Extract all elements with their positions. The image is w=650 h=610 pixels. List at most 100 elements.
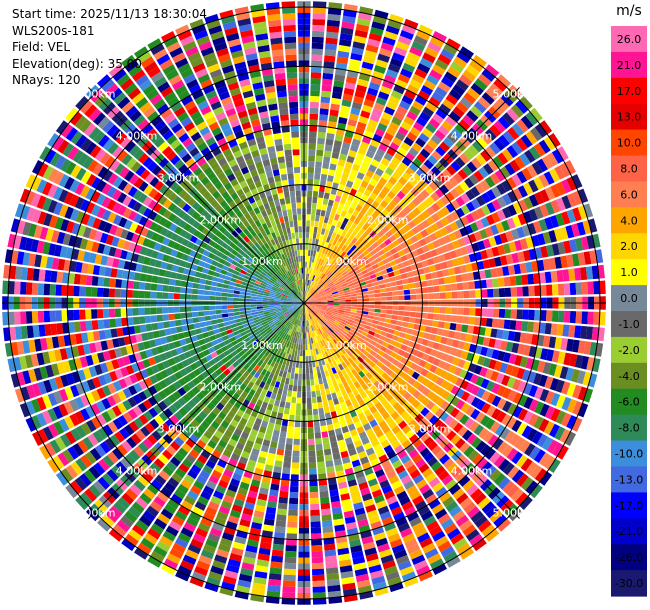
velocity-gate <box>326 309 333 313</box>
velocity-gate <box>319 246 324 253</box>
velocity-gate <box>304 273 307 280</box>
velocity-gate <box>417 90 430 101</box>
velocity-gate <box>539 189 550 203</box>
velocity-gate <box>429 36 445 48</box>
velocity-gate <box>555 181 567 196</box>
velocity-gate <box>502 207 512 219</box>
velocity-gate <box>374 256 382 264</box>
velocity-gate <box>454 349 463 358</box>
velocity-gate <box>321 306 328 309</box>
velocity-gate <box>418 24 433 36</box>
velocity-gate <box>572 384 582 399</box>
velocity-gate <box>338 183 345 192</box>
velocity-gate <box>305 356 309 363</box>
velocity-gate <box>387 271 395 278</box>
velocity-gate <box>198 284 205 290</box>
velocity-gate <box>523 410 534 424</box>
velocity-gate <box>447 66 461 78</box>
velocity-gate <box>310 214 316 221</box>
velocity-gate <box>372 346 380 353</box>
velocity-gate <box>354 240 361 247</box>
velocity-gate <box>519 238 529 250</box>
velocity-gate <box>393 46 408 57</box>
velocity-gate <box>221 288 229 293</box>
velocity-gate <box>331 232 337 239</box>
velocity-gate <box>441 169 452 180</box>
velocity-gate <box>365 372 373 380</box>
velocity-gate <box>351 230 358 237</box>
velocity-gate <box>387 63 401 73</box>
velocity-gate <box>497 350 506 362</box>
velocity-gate <box>366 266 374 273</box>
velocity-gate <box>233 308 240 312</box>
velocity-gate <box>567 398 578 413</box>
velocity-gate <box>383 402 392 411</box>
velocity-gate <box>327 328 333 335</box>
velocity-gate <box>470 186 481 198</box>
velocity-gate <box>283 455 292 463</box>
velocity-gate <box>320 294 327 297</box>
velocity-gate <box>409 105 421 116</box>
velocity-gate <box>304 332 307 339</box>
velocity-gate <box>380 331 388 337</box>
velocity-gate <box>357 78 369 88</box>
velocity-gate <box>284 449 292 457</box>
velocity-gate <box>318 313 324 318</box>
velocity-gate <box>572 190 583 206</box>
velocity-gate <box>330 188 338 195</box>
velocity-gate <box>458 119 471 131</box>
velocity-gate <box>387 19 402 30</box>
velocity-gate <box>463 254 471 264</box>
velocity-gate <box>340 268 347 274</box>
velocity-gate <box>334 74 346 82</box>
velocity-gate <box>489 83 503 97</box>
velocity-gate <box>370 139 380 148</box>
velocity-gate <box>397 262 405 269</box>
velocity-gate <box>371 263 379 270</box>
velocity-gate <box>374 128 385 137</box>
velocity-gate <box>412 157 423 168</box>
velocity-gate <box>341 330 348 336</box>
velocity-gate <box>239 294 246 299</box>
velocity-gate <box>426 206 436 216</box>
velocity-gate <box>308 280 311 286</box>
velocity-gate <box>339 278 346 284</box>
velocity-gate <box>309 101 319 109</box>
velocity-gate <box>309 300 316 303</box>
velocity-gate <box>546 310 553 322</box>
velocity-gate <box>307 184 313 191</box>
velocity-gate <box>510 104 524 118</box>
velocity-gate <box>521 425 533 439</box>
velocity-gate <box>446 462 459 474</box>
velocity-gate <box>486 202 496 214</box>
velocity-gate <box>234 315 241 320</box>
velocity-gate <box>376 325 384 331</box>
velocity-gate <box>340 147 349 156</box>
velocity-gate <box>455 399 466 410</box>
velocity-gate <box>296 403 301 410</box>
velocity-gate <box>315 315 321 321</box>
velocity-gate <box>395 354 403 362</box>
velocity-gate <box>275 520 286 528</box>
velocity-gate <box>435 377 445 386</box>
velocity-gate <box>496 267 504 277</box>
velocity-gate <box>580 355 589 370</box>
velocity-gate <box>306 338 310 345</box>
velocity-gate <box>464 177 475 189</box>
velocity-gate <box>308 244 312 251</box>
velocity-gate <box>404 306 411 311</box>
velocity-gate <box>508 353 517 365</box>
velocity-gate <box>512 405 523 418</box>
velocity-gate <box>534 123 548 138</box>
velocity-gate <box>569 282 577 295</box>
velocity-gate <box>327 307 334 310</box>
velocity-gate <box>327 249 332 257</box>
velocity-gate <box>404 181 414 191</box>
velocity-gate <box>381 172 391 181</box>
velocity-gate <box>487 434 499 447</box>
velocity-gate <box>419 253 427 261</box>
velocity-gate <box>439 285 446 292</box>
velocity-gate <box>376 361 384 369</box>
velocity-gate <box>392 195 402 204</box>
velocity-gate <box>315 390 321 397</box>
